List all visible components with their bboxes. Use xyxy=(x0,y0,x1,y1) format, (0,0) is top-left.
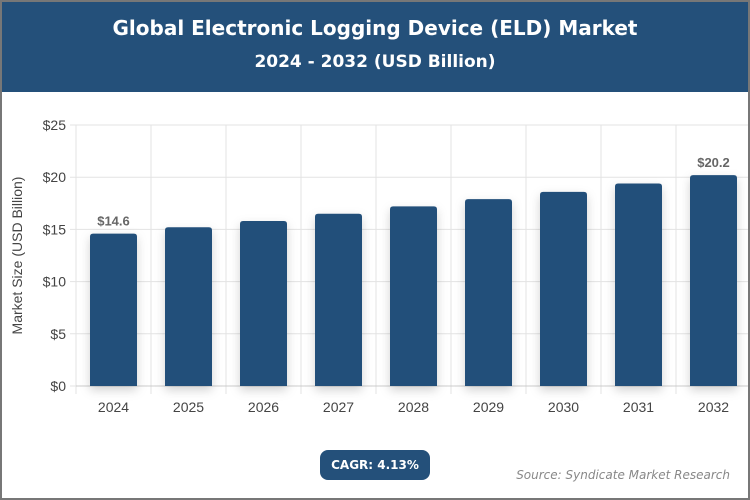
x-tick-label: 2027 xyxy=(323,399,354,415)
y-tick-label: $10 xyxy=(43,274,67,290)
y-tick-label: $5 xyxy=(50,326,66,342)
bar-2031 xyxy=(615,183,662,386)
y-tick-label: $25 xyxy=(43,117,67,133)
x-tick-label: 2028 xyxy=(398,399,429,415)
bar-2028 xyxy=(390,206,437,386)
data-label: $20.2 xyxy=(697,155,730,170)
bar-2025 xyxy=(165,227,212,386)
x-tick-label: 2024 xyxy=(98,399,129,415)
x-tick-label: 2025 xyxy=(173,399,204,415)
x-tick-label: 2030 xyxy=(548,399,579,415)
chart-subtitle: 2024 - 2032 (USD Billion) xyxy=(254,52,496,72)
y-tick-label: $20 xyxy=(43,169,67,185)
x-tick-label: 2029 xyxy=(473,399,504,415)
y-axis-title: Market Size (USD Billion) xyxy=(9,177,25,335)
y-tick-label: $0 xyxy=(50,378,66,394)
bar-2029 xyxy=(465,199,512,386)
bar-2026 xyxy=(240,221,287,386)
x-tick-label: 2031 xyxy=(623,399,654,415)
chart-header: Global Electronic Logging Device (ELD) M… xyxy=(0,0,750,92)
data-label: $14.6 xyxy=(97,214,130,229)
y-tick-label: $15 xyxy=(43,221,67,237)
cagr-badge: CAGR: 4.13% xyxy=(320,450,430,480)
x-tick-label: 2026 xyxy=(248,399,279,415)
bar-2024 xyxy=(90,233,137,386)
bar-2030 xyxy=(540,191,587,386)
bar-2027 xyxy=(315,213,362,386)
chart-title: Global Electronic Logging Device (ELD) M… xyxy=(112,16,638,40)
x-tick-label: 2032 xyxy=(698,399,729,415)
bar-2032 xyxy=(690,175,737,386)
source-note: Source: Syndicate Market Research xyxy=(516,468,730,482)
